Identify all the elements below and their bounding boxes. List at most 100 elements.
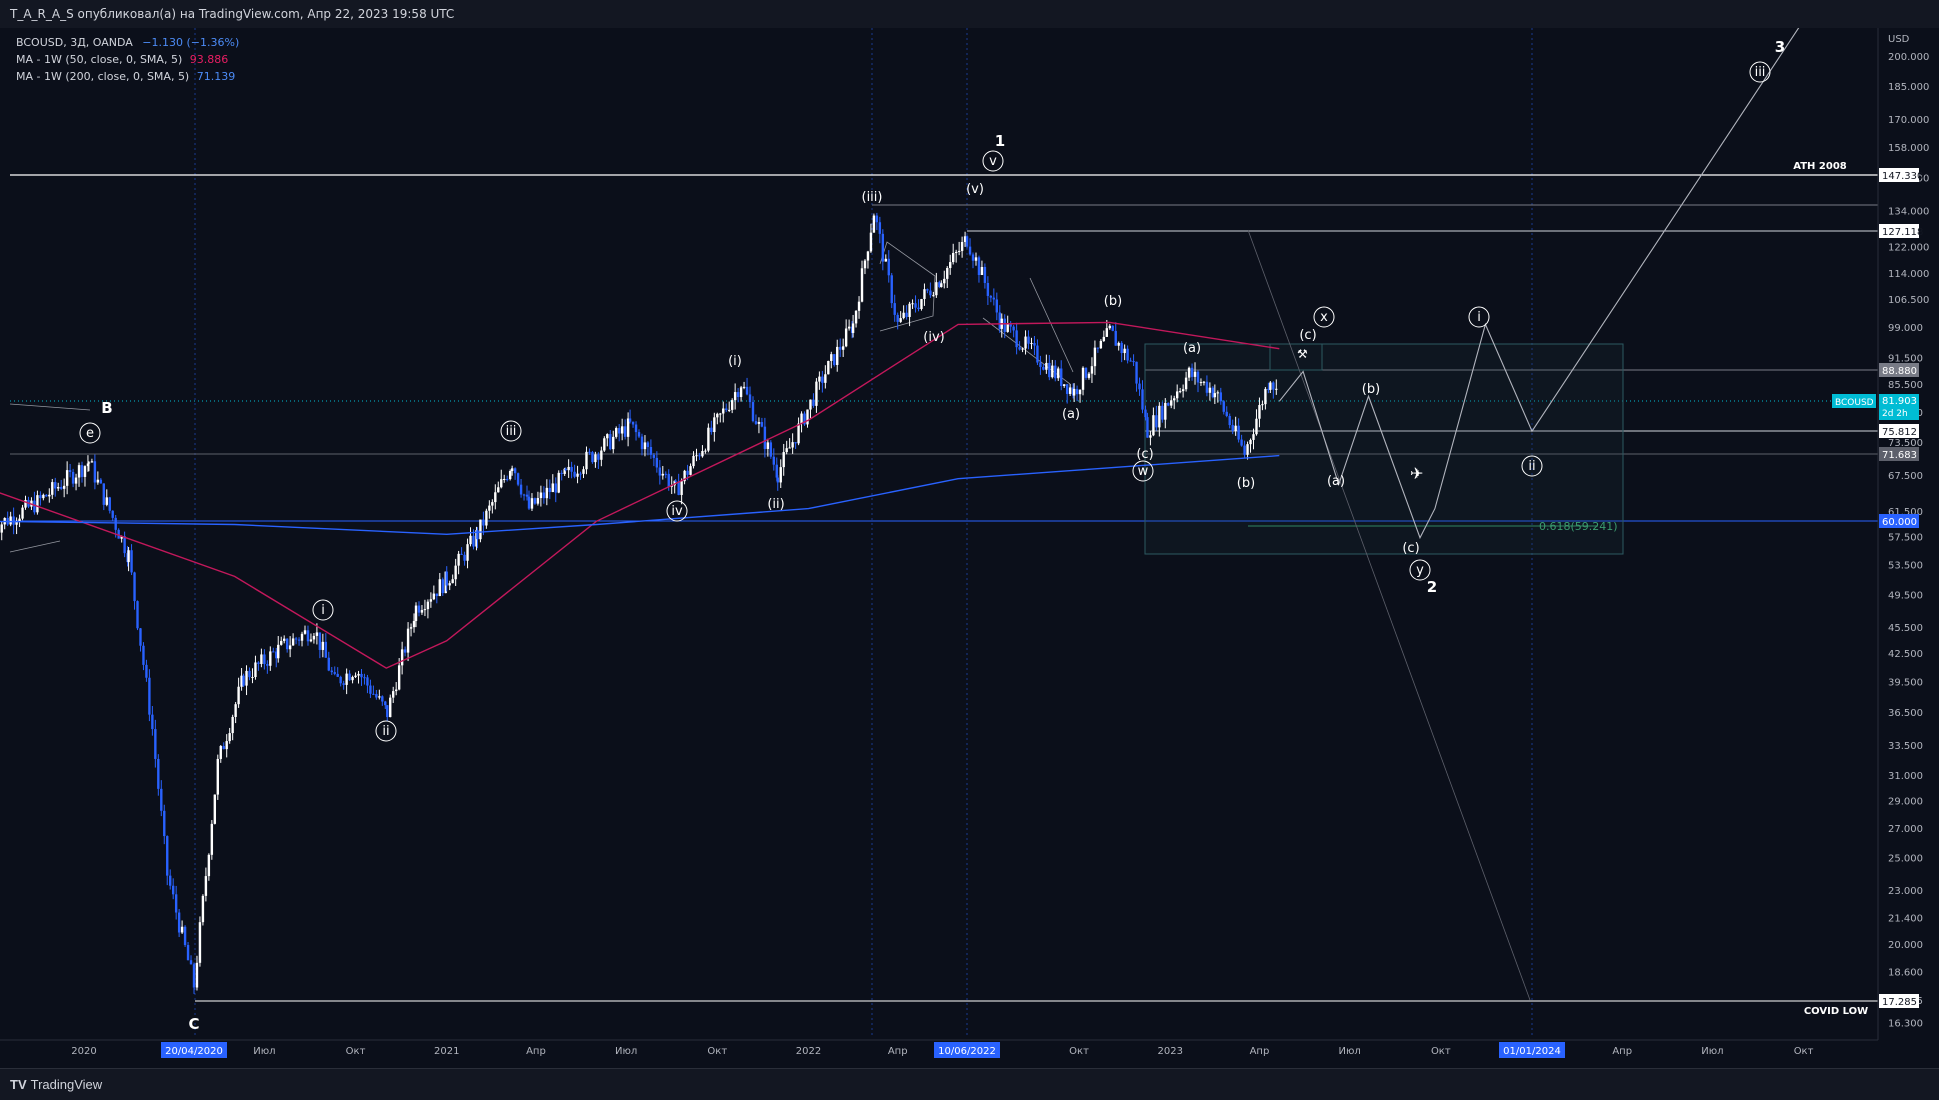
candle-body: [360, 673, 363, 678]
candle-body: [68, 470, 72, 472]
candle-body: [201, 895, 205, 923]
candle-body: [606, 434, 609, 439]
candle-body: [713, 417, 716, 433]
candle-body: [36, 495, 39, 513]
wedge-a-upper[interactable]: [1029, 277, 1074, 373]
candle-body: [105, 497, 108, 505]
candle-body: [821, 376, 824, 383]
candle-body: [615, 428, 618, 437]
candle-body: [80, 465, 84, 477]
tradingview-logo-icon: TV: [10, 1077, 27, 1092]
candle-body: [71, 471, 75, 484]
wave-2: 2: [1427, 578, 1437, 596]
time-axis[interactable]: 2020 Июл Окт 2021 Апр Июл Окт 2022 Апр Окт 2023 Апр…: [0, 1039, 1878, 1058]
candle-body: [782, 452, 785, 468]
candle-body: [1087, 373, 1091, 378]
candle-body: [83, 466, 87, 477]
candle-body: [1048, 362, 1051, 378]
candle-body: [1158, 405, 1161, 428]
candle-body: [1164, 402, 1167, 420]
label-pb-2023: (b): [1237, 476, 1255, 491]
target-zone[interactable]: [1269, 343, 1323, 371]
candle-body: [1178, 391, 1182, 393]
candle-body: [564, 468, 567, 471]
candle-body: [899, 318, 902, 322]
candle-body: [1009, 324, 1012, 327]
tradingview-logo[interactable]: TV TradingView: [10, 1077, 102, 1092]
candle-body: [318, 632, 322, 650]
candle-body: [960, 241, 964, 251]
long-diagonal[interactable]: [1247, 229, 1531, 1001]
candle-body: [288, 645, 292, 650]
candle-body: [400, 649, 404, 666]
candle-body: [309, 639, 313, 642]
candle-body: [438, 579, 441, 597]
candle-body: [893, 303, 896, 315]
ma200-line[interactable]: [0, 454, 1280, 536]
candle-body: [634, 424, 638, 433]
candle-body: [686, 470, 689, 475]
candle-body: [245, 670, 248, 686]
trendline-b-lower[interactable]: [9, 540, 61, 553]
candle-body: [99, 479, 103, 484]
candle-body: [460, 553, 463, 555]
candle-body: [51, 482, 54, 495]
price-tick-label: 85.500: [1888, 380, 1923, 391]
trendline-b-upper[interactable]: [9, 403, 91, 411]
candle-body: [120, 536, 123, 539]
candle-body: [935, 282, 938, 296]
candle-body: [519, 484, 523, 495]
label-pb-2022: (b): [1104, 294, 1122, 309]
correction-zone[interactable]: [1144, 343, 1624, 555]
candle-body: [560, 472, 563, 474]
candle-body: [794, 442, 797, 444]
triangle-iv[interactable]: [879, 241, 936, 332]
candle-body: [527, 496, 531, 509]
price-tag-147-text: 147.330: [1882, 171, 1923, 182]
candle-body: [649, 447, 653, 455]
candle-body: [1075, 388, 1079, 395]
price-tag-countdown-text: 2d 2h: [1882, 409, 1908, 419]
candle-body: [312, 635, 316, 640]
legend-ma200-label[interactable]: MA - 1W (200, close, 0, SMA, 5): [16, 70, 190, 83]
legend-symbol[interactable]: BCOUSD, 3Д, OANDA: [16, 36, 133, 49]
candle-body: [1146, 417, 1149, 438]
candle-body: [1225, 411, 1228, 416]
candle-body: [454, 565, 457, 580]
time-tick-label: 2022: [796, 1046, 821, 1057]
candle-body: [1261, 404, 1264, 406]
candle-body: [594, 454, 597, 463]
candle-body: [1051, 365, 1054, 378]
candle-body: [707, 427, 710, 451]
legend-ma50-value: 93.886: [189, 53, 229, 66]
label-pb-proj: (b): [1362, 382, 1380, 397]
candle-body: [1096, 347, 1100, 349]
candle-body: [563, 468, 566, 474]
candle-body: [1181, 389, 1185, 392]
legend-symbol-row: BCOUSD, 3Д, OANDA −1.130 (−1.36%): [16, 34, 239, 51]
candle-body: [333, 672, 336, 674]
candle-body: [463, 554, 466, 561]
circle-x: x: [1313, 306, 1335, 328]
candle-body: [742, 386, 746, 388]
candle-body: [510, 468, 514, 471]
candle-body: [248, 670, 251, 678]
projection-path[interactable]: [1278, 28, 1803, 540]
candle-body: [869, 232, 873, 252]
price-chart[interactable]: B C 1 2 3 e i ii iii iv v w x y i ii iii…: [0, 28, 1939, 1068]
label-pc-2023: (c): [1299, 328, 1316, 343]
candle-body: [62, 485, 66, 489]
candle-body: [545, 487, 549, 499]
ma50-line[interactable]: [0, 321, 1280, 669]
candle-body: [791, 442, 794, 448]
candle-body: [570, 466, 573, 472]
price-axis[interactable]: USD 200.000185.000170.000158.000146.0001…: [1832, 28, 1929, 1040]
candle-body: [354, 675, 357, 678]
candle-body: [96, 479, 100, 483]
candle-body: [303, 630, 307, 634]
candle-body: [479, 519, 482, 540]
legend-ma50-label[interactable]: MA - 1W (50, close, 0, SMA, 5): [16, 53, 183, 66]
candle-body: [776, 477, 779, 483]
candle-body: [1120, 342, 1123, 354]
candle-body: [505, 479, 509, 481]
